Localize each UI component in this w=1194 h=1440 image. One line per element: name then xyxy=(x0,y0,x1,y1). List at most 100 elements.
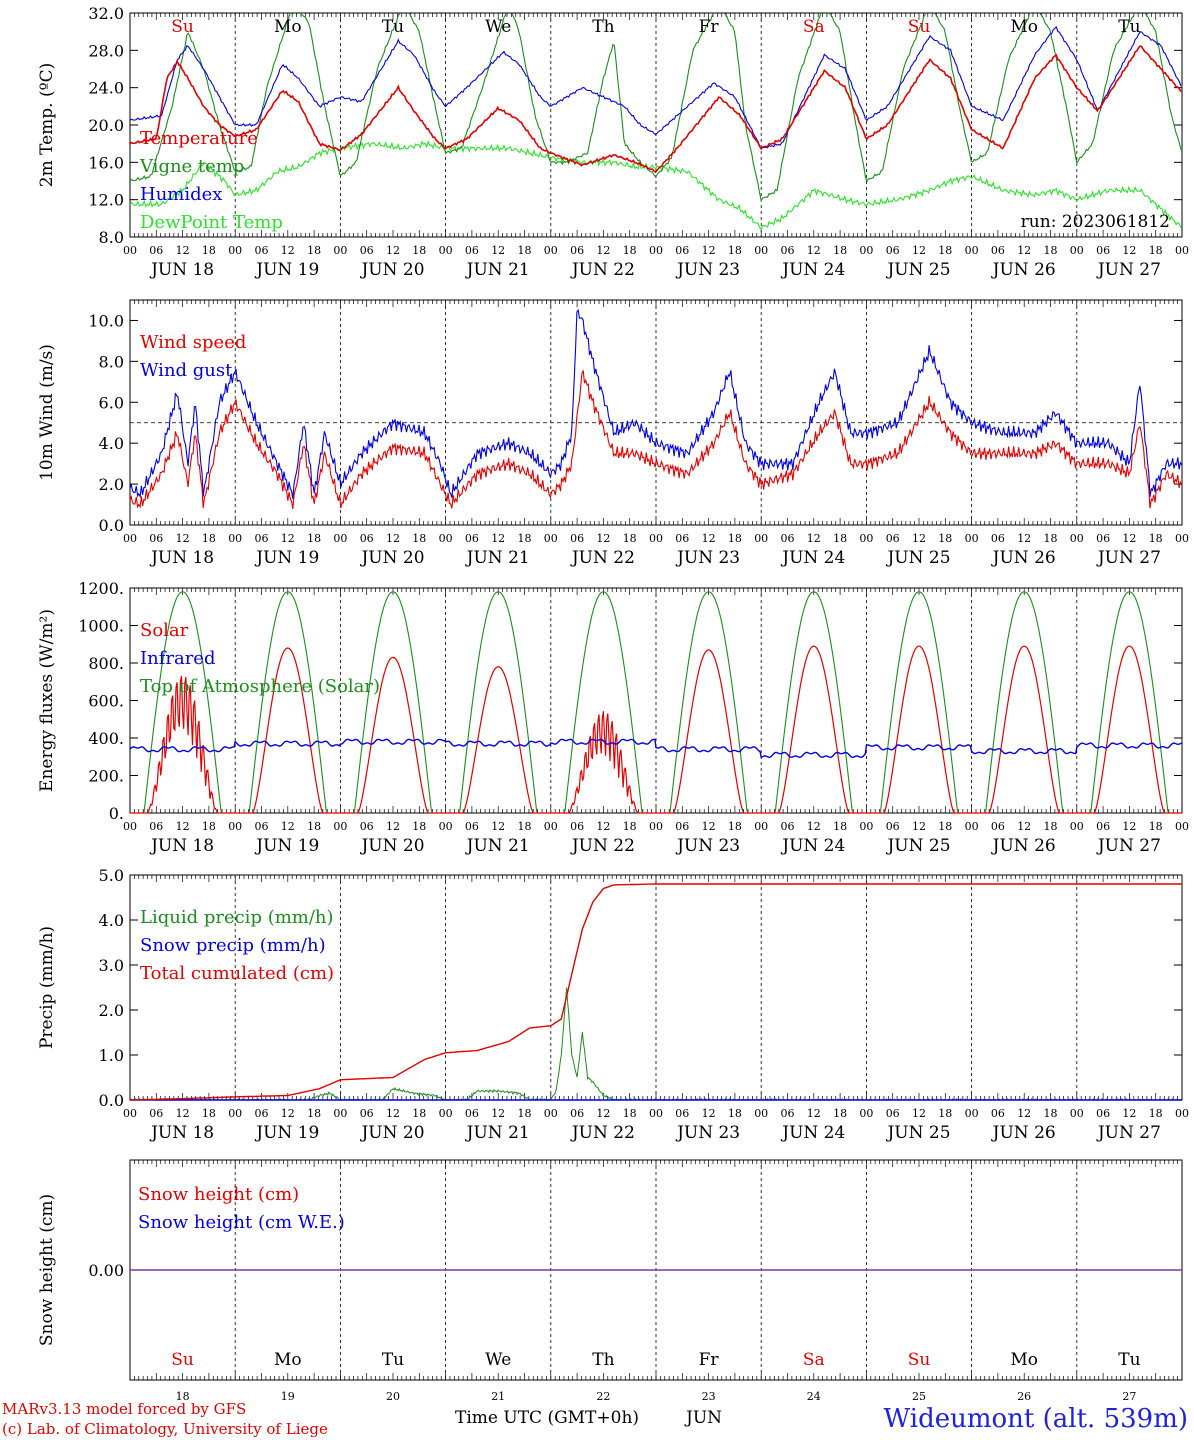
y-tick-label: 24.0 xyxy=(88,79,124,98)
x-hour-label: 06 xyxy=(149,244,163,257)
x-date-label: JUN 26 xyxy=(991,836,1056,856)
x-date-label: JUN 22 xyxy=(570,548,635,568)
x-date-number: 22 xyxy=(596,1390,610,1403)
x-date-label: JUN 20 xyxy=(359,548,424,568)
day-name: Fr xyxy=(699,17,720,37)
y-tick-label: 0.0 xyxy=(99,516,124,535)
x-hour-label: 18 xyxy=(938,532,952,545)
x-date-label: JUN 25 xyxy=(885,1123,950,1143)
x-hour-label: 12 xyxy=(1017,1107,1031,1120)
x-hour-label: 06 xyxy=(570,820,584,833)
x-date-number: 20 xyxy=(386,1390,400,1403)
x-date-label: JUN 23 xyxy=(675,836,740,856)
series-group xyxy=(130,13,1182,231)
x-date-label: JUN 21 xyxy=(465,260,530,280)
x-hour-label: 06 xyxy=(886,244,900,257)
footer-axis-title: Time UTC (GMT+0h) xyxy=(455,1408,639,1428)
x-hour-label: 00 xyxy=(123,1107,137,1120)
x-hour-label: 06 xyxy=(781,820,795,833)
x-hour-label: 00 xyxy=(228,1107,242,1120)
x-hour-label: 06 xyxy=(675,244,689,257)
x-date-label: JUN 21 xyxy=(465,548,530,568)
y-tick-label: 4.0 xyxy=(99,911,124,930)
x-date-label: JUN 19 xyxy=(254,260,319,280)
x-hour-label: 18 xyxy=(623,244,637,257)
x-hour-label: 12 xyxy=(1122,532,1136,545)
x-hour-label: 00 xyxy=(228,244,242,257)
y-tick-label: 0.0 xyxy=(99,1091,124,1110)
x-date-label: JUN 25 xyxy=(885,548,950,568)
x-hour-label: 12 xyxy=(912,244,926,257)
y-tick-label: 800. xyxy=(88,654,124,673)
y-axis-label: 10m Wind (m/s) xyxy=(37,344,57,481)
y-tick-label: 12.0 xyxy=(88,191,124,210)
x-hour-label: 18 xyxy=(728,820,742,833)
x-hour-label: 18 xyxy=(307,820,321,833)
x-date-number: 26 xyxy=(1017,1390,1031,1403)
x-hour-label: 18 xyxy=(833,532,847,545)
x-date-label: JUN 21 xyxy=(465,836,530,856)
series-solar xyxy=(130,645,1182,814)
x-date-label: JUN 26 xyxy=(991,1123,1056,1143)
x-hour-label: 18 xyxy=(307,1107,321,1120)
x-hour-label: 18 xyxy=(623,532,637,545)
legend-snow-precip-mm-h-: Snow precip (mm/h) xyxy=(140,935,326,956)
x-hour-label: 06 xyxy=(570,1107,584,1120)
x-hour-label: 00 xyxy=(754,1107,768,1120)
day-name: Sa xyxy=(803,17,825,37)
legend-liquid-precip-mm-h-: Liquid precip (mm/h) xyxy=(140,907,334,928)
series-dewpoint-temp xyxy=(130,140,1182,231)
y-tick-label: 4.0 xyxy=(99,434,124,453)
x-hour-label: 06 xyxy=(675,820,689,833)
x-hour-label: 06 xyxy=(991,1107,1005,1120)
x-hour-label: 12 xyxy=(1122,820,1136,833)
x-hour-label: 06 xyxy=(360,244,374,257)
x-hour-label: 12 xyxy=(596,1107,610,1120)
day-name: Tu xyxy=(1118,1350,1140,1370)
x-hour-label: 00 xyxy=(965,244,979,257)
x-date-label: JUN 27 xyxy=(1096,836,1161,856)
x-hour-label: 12 xyxy=(491,532,505,545)
x-hour-label: 18 xyxy=(518,244,532,257)
x-hour-label: 00 xyxy=(754,244,768,257)
x-hour-label: 12 xyxy=(386,244,400,257)
x-hour-label: 12 xyxy=(281,244,295,257)
x-hour-label: 18 xyxy=(202,1107,216,1120)
x-hour-label: 06 xyxy=(255,532,269,545)
x-hour-label: 18 xyxy=(1044,820,1058,833)
x-hour-label: 12 xyxy=(702,532,716,545)
day-name: Mo xyxy=(1010,1350,1038,1370)
x-hour-label: 06 xyxy=(360,820,374,833)
x-hour-label: 00 xyxy=(649,244,663,257)
x-hour-label: 06 xyxy=(991,820,1005,833)
day-name: Sa xyxy=(803,1350,825,1370)
x-date-label: JUN 26 xyxy=(991,260,1056,280)
series-vigne-temp xyxy=(130,13,1182,202)
x-date-label: JUN 23 xyxy=(675,1123,740,1143)
y-tick-label: 1200. xyxy=(78,579,124,598)
y-tick-label: 8.0 xyxy=(99,228,124,247)
x-hour-label: 06 xyxy=(570,244,584,257)
x-hour-label: 06 xyxy=(886,532,900,545)
footer-credit-line: (c) Lab. of Climatology, University of L… xyxy=(2,1420,328,1438)
x-hour-label: 18 xyxy=(202,820,216,833)
x-hour-label: 06 xyxy=(1096,532,1110,545)
x-hour-label: 12 xyxy=(912,532,926,545)
x-hour-label: 00 xyxy=(333,1107,347,1120)
y-tick-label: 200. xyxy=(88,767,124,786)
x-hour-label: 18 xyxy=(833,1107,847,1120)
x-hour-label: 00 xyxy=(1175,1107,1189,1120)
day-name: Su xyxy=(171,1350,194,1370)
y-axis-label: 2m Temp. (ºC) xyxy=(37,63,57,188)
x-hour-label: 12 xyxy=(491,244,505,257)
x-hour-label: 00 xyxy=(123,244,137,257)
x-hour-label: 00 xyxy=(649,820,663,833)
x-hour-label: 00 xyxy=(965,1107,979,1120)
y-axis-label: Precip (mm/h) xyxy=(37,926,57,1049)
x-hour-label: 00 xyxy=(439,532,453,545)
x-date-number: 23 xyxy=(702,1390,716,1403)
x-hour-label: 00 xyxy=(965,532,979,545)
x-hour-label: 00 xyxy=(228,532,242,545)
day-name: Th xyxy=(592,17,614,37)
x-date-label: JUN 24 xyxy=(780,260,845,280)
